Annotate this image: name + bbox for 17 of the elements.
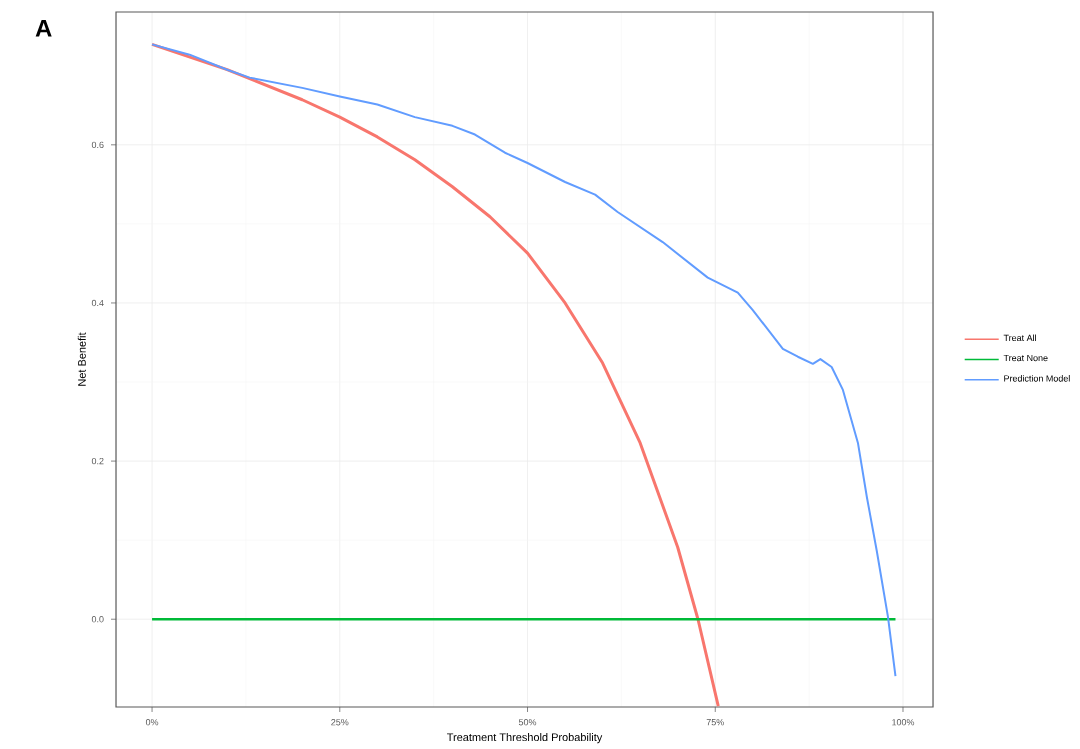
y-tick-label: 0.4	[91, 299, 104, 307]
y-axis-title: Net Benefit	[77, 332, 86, 386]
text: A	[35, 20, 52, 37]
legend-label: Prediction Model	[1004, 375, 1070, 382]
x-tick-label: 75%	[706, 719, 724, 726]
x-tick-label: 50%	[518, 719, 537, 726]
y-tick-label: 0.0	[91, 616, 104, 623]
legend-label: Treat All	[1003, 334, 1036, 342]
y-tick-label: 0.2	[91, 457, 104, 465]
x-axis-title: Treatment Threshold Probability	[447, 733, 603, 744]
x-tick-label: 0%	[145, 719, 159, 726]
line-series	[151, 43, 897, 678]
x-tick-label: 25%	[331, 719, 349, 726]
x-tick-label: 100%	[892, 719, 915, 726]
y-tick-label: 0.6	[91, 141, 104, 148]
legend-label: Treat None	[1003, 354, 1048, 362]
line-series	[150, 42, 720, 707]
